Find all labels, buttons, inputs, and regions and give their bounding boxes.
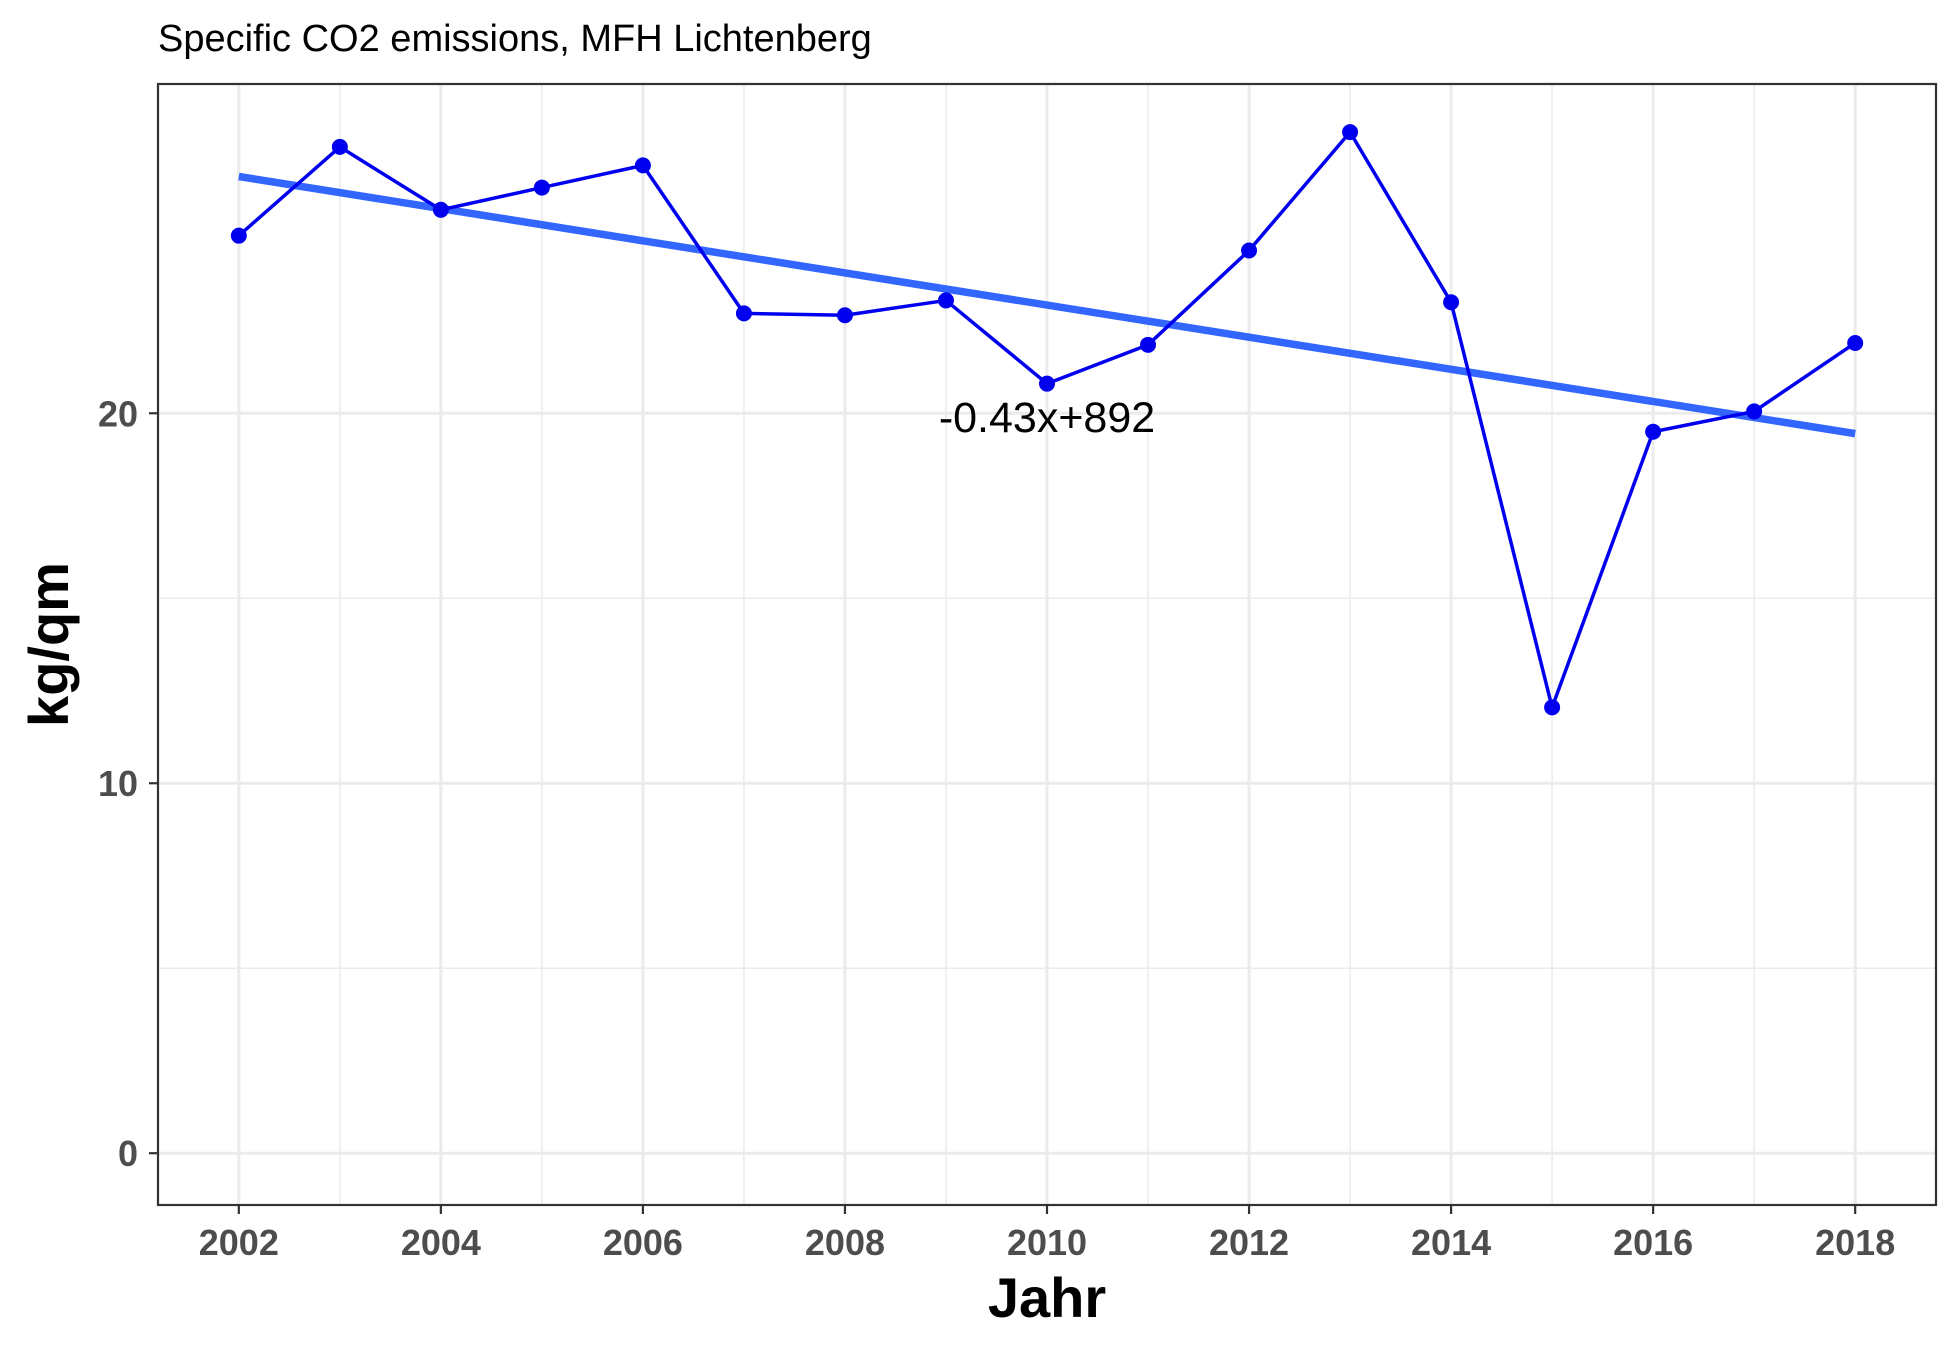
data-point (1544, 699, 1561, 716)
x-tick-label: 2004 (401, 1222, 481, 1263)
data-point (1140, 336, 1157, 353)
y-tick-label: 20 (98, 393, 138, 434)
series-layer (230, 124, 1864, 716)
data-point (735, 305, 752, 322)
chart-title: Specific CO2 emissions, MFH Lichtenberg (158, 18, 872, 60)
x-tick-label: 2014 (1411, 1222, 1491, 1263)
grid-major (158, 84, 1936, 1205)
x-tick-label: 2012 (1209, 1222, 1289, 1263)
x-tick-label: 2006 (603, 1222, 683, 1263)
data-point (1847, 334, 1864, 351)
x-tick-label: 2002 (199, 1222, 279, 1263)
x-tick-label: 2008 (805, 1222, 885, 1263)
data-point (634, 157, 651, 174)
x-axis: 2002 2004 2006 2008 2010 2012 2014 2016 2018 (199, 1205, 1895, 1263)
trend-equation-annotation: -0.43x+892 (939, 394, 1155, 442)
trend-line (238, 172, 1856, 438)
data-point (331, 138, 348, 155)
y-tick-label: 10 (98, 763, 138, 804)
data-point (432, 201, 449, 218)
y-axis: 0 10 20 (98, 393, 158, 1174)
data-point (1342, 124, 1359, 141)
y-axis-title: kg/qm (17, 562, 80, 727)
data-point (1645, 423, 1662, 440)
x-axis-title: Jahr (988, 1266, 1106, 1329)
y-tick-label: 0 (118, 1133, 138, 1174)
data-point (533, 179, 550, 196)
trend-line-layer (238, 172, 1856, 438)
x-tick-label: 2016 (1613, 1222, 1693, 1263)
x-tick-label: 2018 (1815, 1222, 1895, 1263)
data-point (230, 227, 247, 244)
x-tick-label: 2010 (1007, 1222, 1087, 1263)
data-point (1443, 294, 1460, 311)
data-point (937, 292, 954, 309)
data-point (1746, 403, 1763, 420)
data-point (836, 307, 853, 324)
data-point (1039, 375, 1055, 392)
data-point (1241, 242, 1258, 259)
